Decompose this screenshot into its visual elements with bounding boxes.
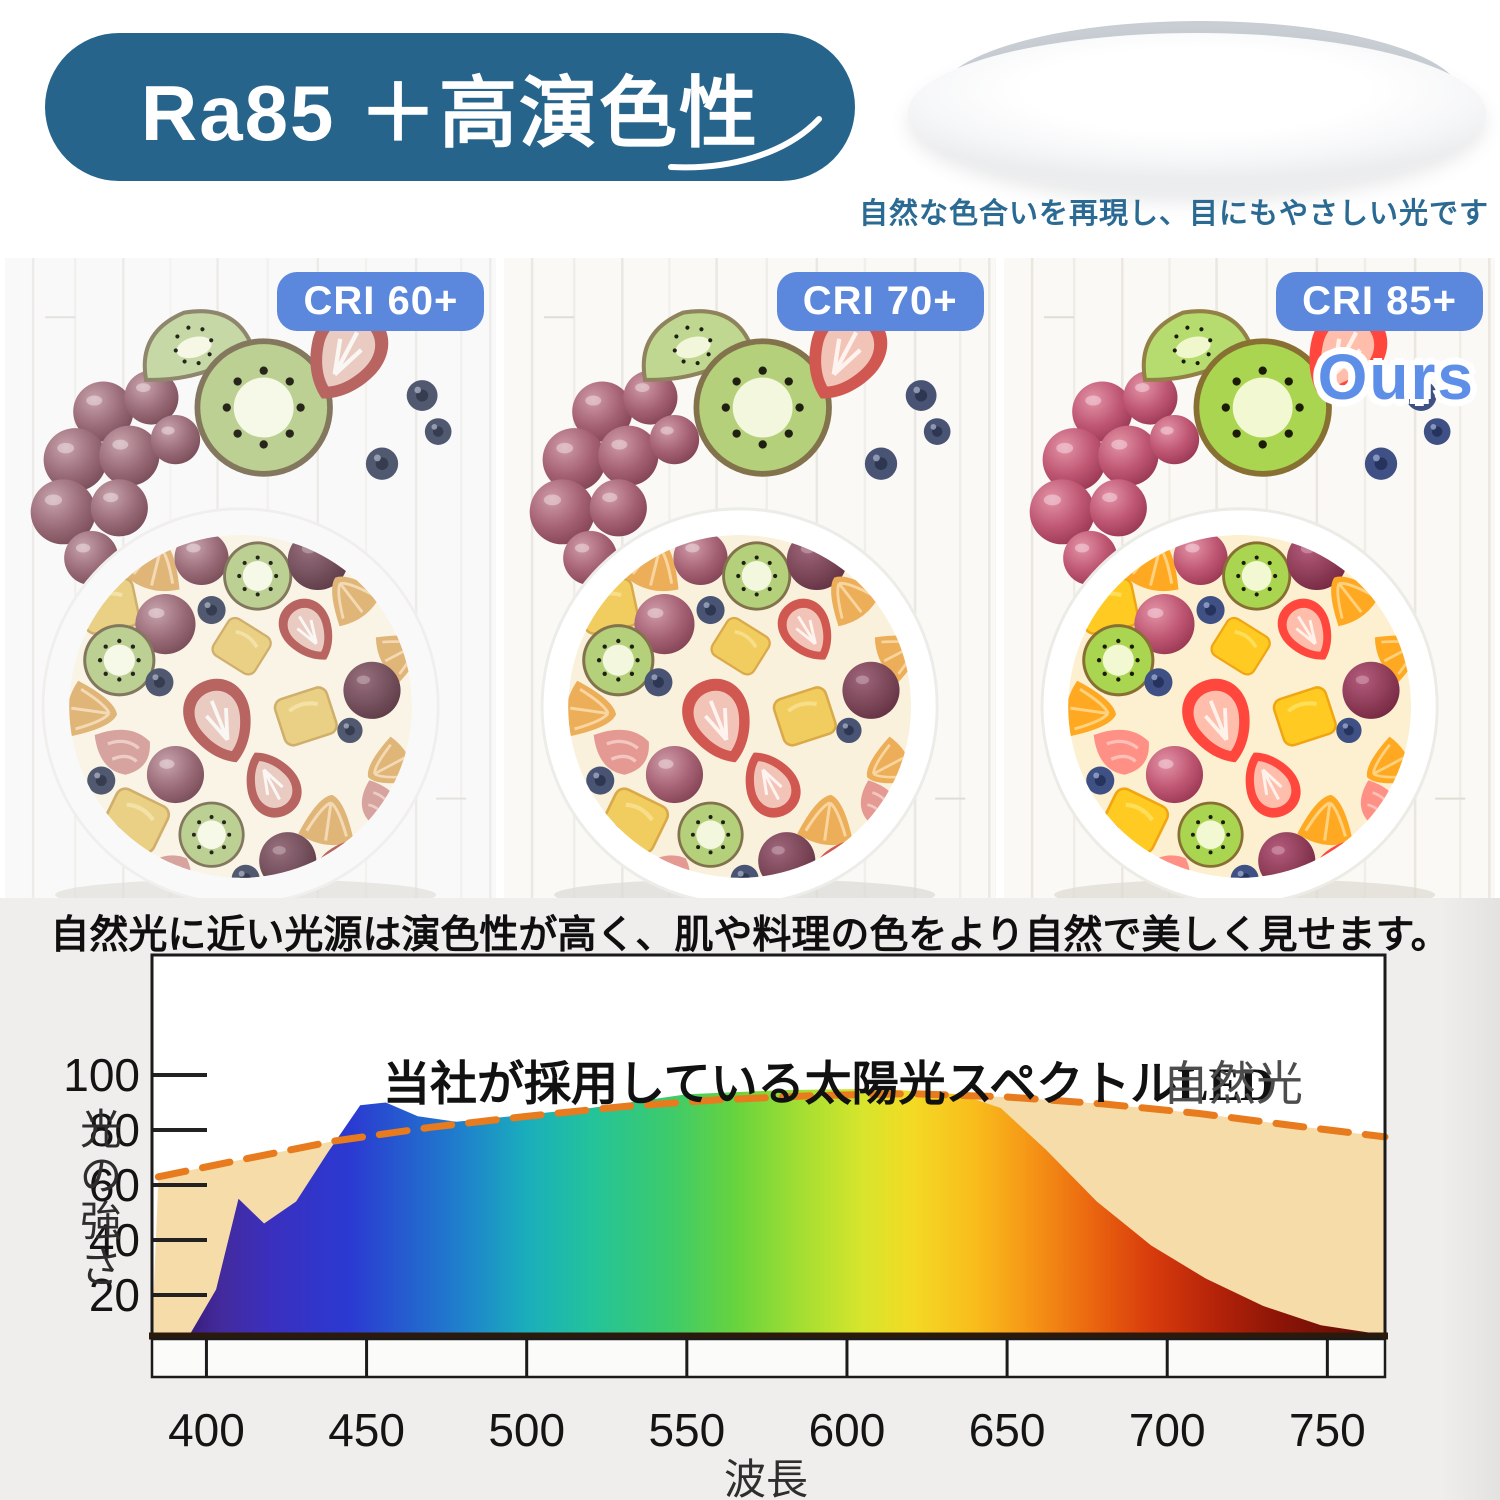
svg-text:650: 650 <box>969 1404 1046 1456</box>
y-axis-title: 光 の 強 さ <box>80 1106 134 1291</box>
x-axis-ticks: 400 450 500 550 600 650 700 750 <box>168 1339 1366 1456</box>
svg-text:60: 60 <box>89 1159 140 1211</box>
cri-60-badge: CRI 60+ <box>277 272 485 331</box>
svg-text:450: 450 <box>328 1404 405 1456</box>
cri-comparison-row: CRI 60+ CRI 70+ CRI 85+ Ours <box>5 258 1495 898</box>
lamp-dome <box>908 33 1486 193</box>
x-axis-band <box>150 1337 1387 1379</box>
svg-text:500: 500 <box>488 1404 565 1456</box>
ours-label: Ours <box>1317 341 1475 413</box>
legend-natural-light: 自然光 <box>1162 1059 1303 1111</box>
svg-text:400: 400 <box>168 1404 245 1456</box>
chart-title: 当社が採用している太陽光スペクトルLED <box>383 1059 1274 1111</box>
spectrum-section: 自然光に近い光源は演色性が高く、肌や料理の色をより自然で美しく見せます。 100… <box>0 898 1500 1500</box>
x-axis-title: 波長 <box>724 1456 808 1500</box>
svg-text:100: 100 <box>63 1049 140 1101</box>
led-spectrum-area <box>152 1088 1385 1336</box>
ceiling-light-image <box>900 5 1496 193</box>
natural-light-curve <box>154 1090 1389 1181</box>
fruit-photo-cri60 <box>5 258 496 898</box>
headline-text: Ra85 ＋高演色性 <box>140 69 760 157</box>
cri-70-badge: CRI 70+ <box>776 272 984 331</box>
panel-cri-60: CRI 60+ <box>5 258 497 898</box>
svg-text:600: 600 <box>809 1404 886 1456</box>
svg-text:80: 80 <box>89 1104 140 1156</box>
svg-text:700: 700 <box>1129 1404 1206 1456</box>
svg-text:550: 550 <box>648 1404 725 1456</box>
plot-frame <box>150 953 1387 1336</box>
svg-text:20: 20 <box>89 1269 140 1321</box>
caption-text: 自然光に近い光源は演色性が高く、肌や料理の色をより自然で美しく見せます。 <box>50 914 1450 957</box>
subtitle-text: 自然な色合いを再現し、目にもやさしい光です <box>858 198 1489 230</box>
svg-text:750: 750 <box>1289 1404 1366 1456</box>
svg-text:40: 40 <box>89 1214 140 1266</box>
headline-badge: Ra85 ＋高演色性 <box>45 33 855 181</box>
panel-cri-70: CRI 70+ <box>504 258 996 898</box>
swoosh-icon <box>668 116 822 171</box>
panel-cri-85: CRI 85+ Ours <box>1003 258 1495 898</box>
fruit-photo-cri70 <box>504 258 995 898</box>
cri-85-badge: CRI 85+ <box>1276 272 1483 331</box>
